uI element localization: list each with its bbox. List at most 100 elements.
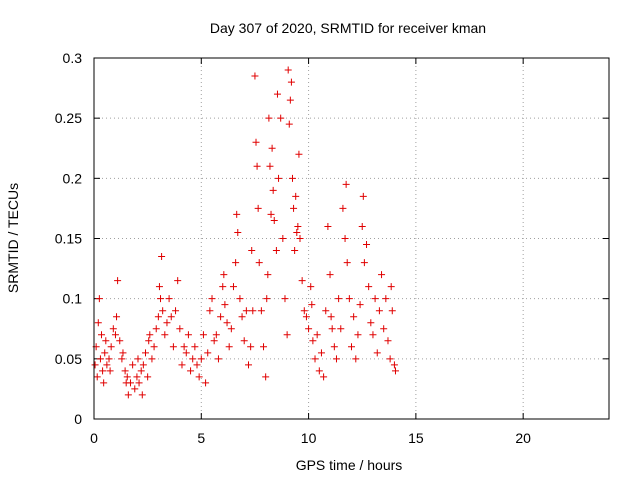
data-point [204,349,212,357]
data-point [384,337,392,345]
data-point [326,271,334,279]
data-point [302,313,310,321]
data-point [328,325,336,333]
data-point [288,174,296,182]
data-point [142,349,149,357]
data-point [248,247,256,255]
data-point [242,307,250,315]
data-point [285,120,293,128]
data-point [111,331,119,339]
data-point [253,162,261,170]
data-point [315,367,323,375]
data-point [391,367,399,375]
data-point [106,367,114,375]
data-point [291,247,299,255]
data-point [260,343,268,351]
data-point [220,271,228,279]
data-point [313,331,321,339]
data-point [365,283,373,291]
data-point [98,331,106,339]
data-point [150,343,158,351]
data-point [167,313,175,321]
data-point [269,186,277,194]
x-tick-label: 15 [408,430,424,446]
data-point [390,361,398,369]
data-point [286,96,294,104]
data-point [309,337,317,345]
data-point [238,313,246,321]
x-tick-label: 0 [90,430,98,446]
data-point [369,331,377,339]
data-point [292,192,300,200]
data-point [387,283,395,291]
data-point [263,295,271,303]
data-point [307,283,315,291]
data-point [107,343,115,351]
data-point [165,295,173,303]
data-point [163,319,171,327]
data-point [234,228,242,236]
data-point [287,78,295,86]
data-point [233,210,241,218]
data-point [103,361,111,369]
data-point [126,379,134,387]
data-point [247,343,255,351]
data-point [279,235,287,242]
data-point [133,373,141,381]
data-point [202,379,210,387]
data-point [330,343,338,351]
data-point [223,319,231,327]
data-point [332,355,340,363]
data-point [350,313,358,321]
data-point [322,307,330,315]
data-point [266,162,274,170]
data-point [172,307,180,315]
data-point [324,222,332,230]
data-point [298,277,306,285]
data-point [273,90,281,98]
data-point [121,367,129,375]
data-point [378,271,386,279]
data-point [159,307,167,315]
data-point [335,295,343,303]
data-point [134,355,142,363]
data-point [386,355,394,363]
data-point [182,349,190,357]
data-point [254,204,262,212]
data-point [214,355,222,363]
data-point [178,361,186,369]
data-point [169,343,177,351]
data-point [158,253,166,261]
data-point [359,192,367,200]
data-point [148,355,156,363]
data-point [354,331,362,339]
data-point [155,283,163,291]
data-point [225,343,233,351]
data-point [100,379,108,387]
x-tick-label: 20 [515,430,531,446]
data-point [342,180,350,188]
data-point [277,114,285,122]
data-point [193,361,201,369]
data-point [317,349,325,357]
data-point [268,144,276,152]
y-tick-label: 0.15 [55,231,82,247]
data-points [91,66,399,399]
data-point [348,343,355,351]
data-point [265,114,273,122]
data-point [217,313,225,321]
data-point [367,319,375,327]
data-point [152,325,160,333]
data-point [114,277,122,285]
data-point [137,367,145,375]
data-point [267,210,275,218]
data-point [154,313,162,321]
data-point [146,331,154,339]
x-axis-label: GPS time / hours [296,457,403,473]
data-point [135,379,143,387]
data-point [343,259,351,267]
data-point [109,325,117,333]
data-point [275,174,283,182]
data-point [373,349,381,357]
